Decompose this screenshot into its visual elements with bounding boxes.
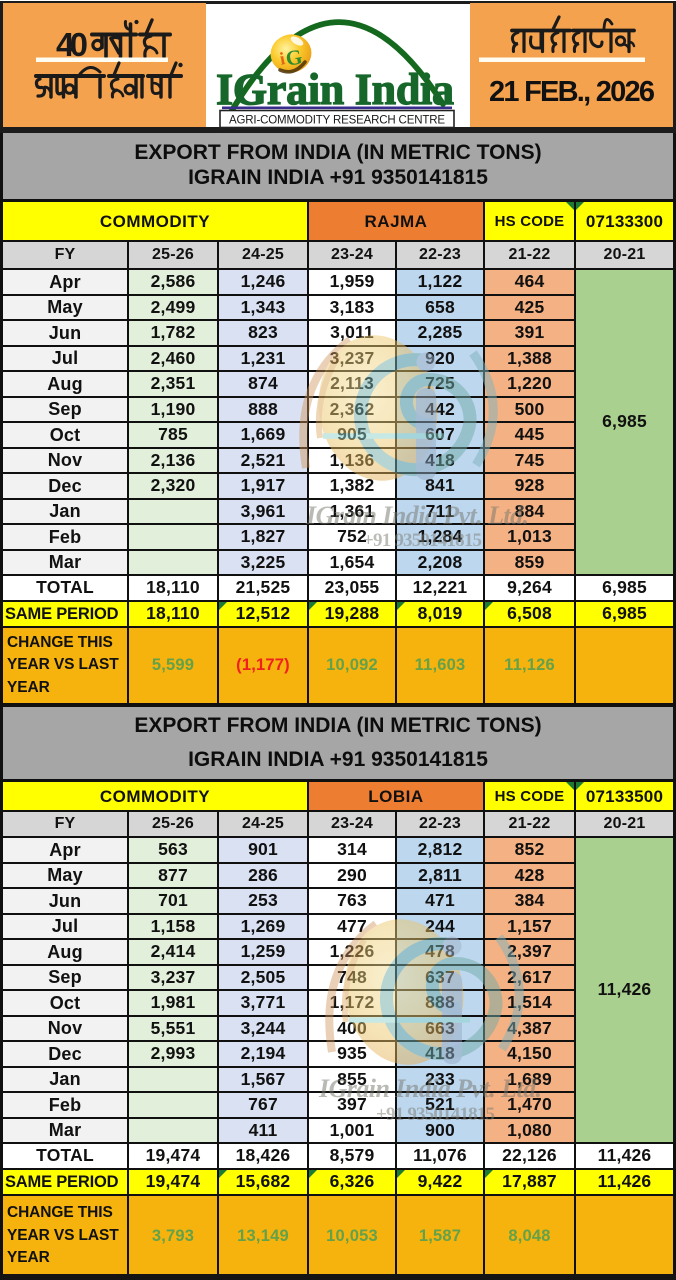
svg-text:G: G: [284, 44, 304, 70]
svg-text:40: 40: [56, 26, 88, 63]
svg-text:IGrain India: IGrain India: [216, 65, 454, 114]
svg-text:AGRI-COMMODITY RESEARCH CENTRE: AGRI-COMMODITY RESEARCH CENTRE: [229, 115, 445, 127]
svg-text:21 FEB., 2026: 21 FEB., 2026: [489, 76, 655, 108]
svg-text:i: i: [278, 48, 286, 69]
